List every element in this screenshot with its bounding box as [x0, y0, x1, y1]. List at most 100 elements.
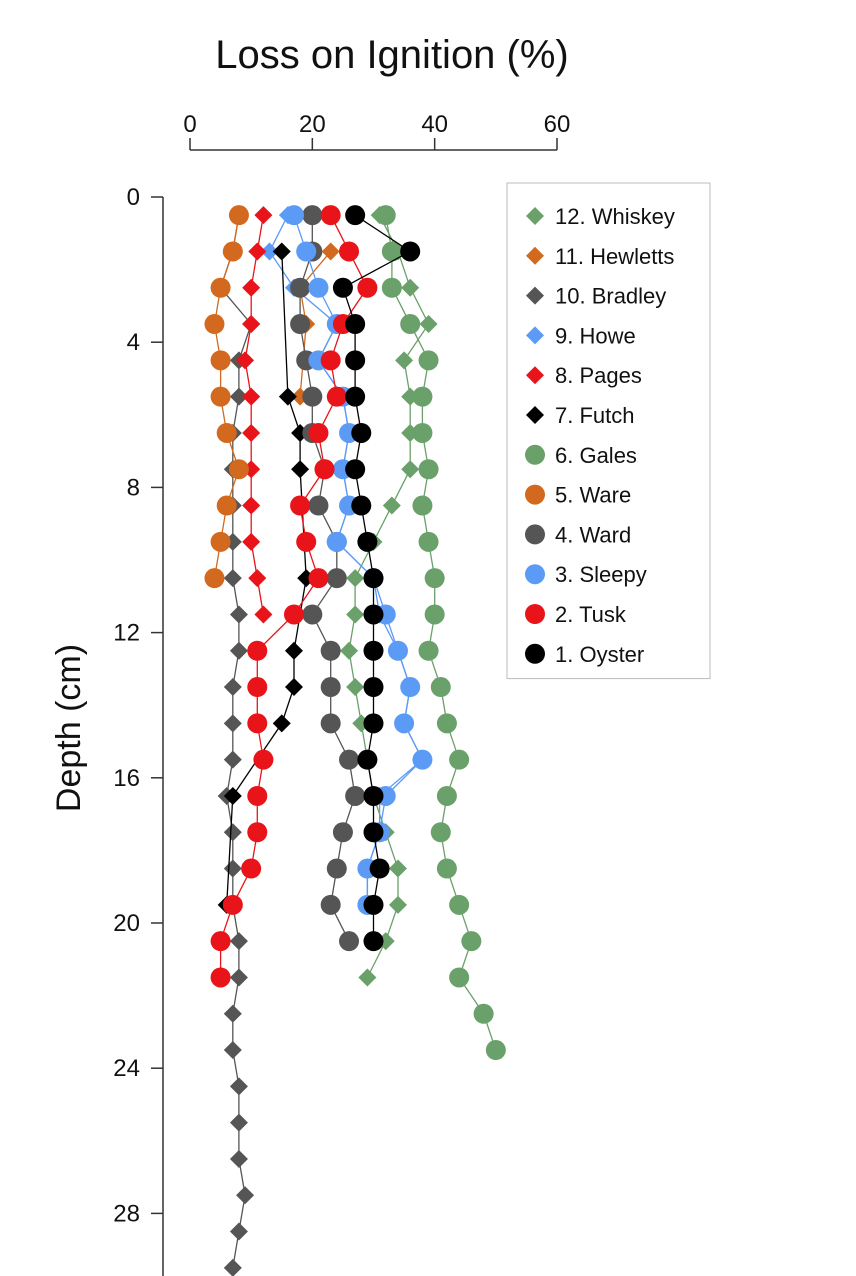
series-line	[348, 214, 430, 978]
data-point	[363, 785, 384, 806]
data-point	[357, 749, 378, 770]
x-tick-label: 20	[299, 111, 326, 138]
data-point	[375, 205, 396, 226]
data-point	[222, 894, 243, 915]
data-point	[412, 495, 433, 516]
legend-entry-label: 9. Howe	[555, 323, 636, 348]
data-point	[223, 750, 242, 769]
data-point	[436, 785, 457, 806]
chart-title: Loss on Ignition (%)	[215, 33, 569, 77]
data-point	[284, 641, 303, 660]
data-point	[363, 568, 384, 589]
data-point	[400, 677, 421, 698]
data-point	[260, 242, 279, 261]
data-point	[363, 640, 384, 661]
legend: 12. Whiskey 11. Hewletts 10. Bradley 9. How…	[506, 182, 711, 680]
data-point	[204, 568, 225, 589]
data-point	[204, 314, 225, 335]
data-point	[229, 1149, 248, 1168]
data-point	[401, 278, 420, 297]
data-point	[290, 495, 311, 516]
data-point	[302, 604, 323, 625]
data-point	[302, 205, 323, 226]
data-point	[308, 495, 329, 516]
data-point	[248, 569, 267, 588]
data-point	[247, 713, 268, 734]
data-point	[247, 640, 268, 661]
legend-entry-label: 1. Oyster	[555, 642, 644, 667]
data-point	[236, 351, 255, 370]
series-line	[385, 215, 497, 1051]
legend-marker	[525, 604, 545, 624]
data-point	[321, 242, 340, 261]
data-point	[223, 1258, 242, 1276]
series-layer	[204, 205, 506, 1276]
data-point	[418, 350, 439, 371]
y-tick-label: 4	[127, 329, 140, 356]
data-point	[290, 277, 311, 298]
data-point	[449, 967, 470, 988]
data-point	[400, 314, 421, 335]
data-point	[223, 714, 242, 733]
data-point	[381, 241, 402, 262]
legend-marker	[526, 366, 544, 385]
data-point	[418, 531, 439, 552]
data-point	[223, 823, 242, 842]
data-point	[229, 641, 248, 660]
data-point	[247, 677, 268, 698]
data-point	[395, 351, 414, 370]
series-group	[236, 206, 273, 624]
legend-entry-label: 8. Pages	[555, 363, 642, 388]
data-point	[358, 968, 377, 987]
data-point	[242, 532, 261, 551]
data-point	[346, 569, 365, 588]
legend-marker	[526, 406, 544, 424]
data-point	[369, 858, 390, 879]
data-point	[345, 785, 366, 806]
data-point	[345, 459, 366, 480]
y-tick-label: 20	[113, 910, 140, 937]
series-group	[204, 205, 249, 589]
series-line	[244, 215, 265, 615]
series-group	[283, 205, 433, 915]
series-group	[332, 205, 421, 952]
data-point	[242, 387, 261, 406]
data-point	[223, 859, 242, 878]
legend-marker	[525, 643, 545, 664]
legend-entry-label: 12. Whiskey	[555, 204, 675, 229]
data-point	[326, 858, 347, 879]
data-point	[388, 859, 407, 878]
legend-box	[506, 182, 711, 680]
data-point	[436, 858, 457, 879]
data-point	[242, 315, 261, 334]
legend-marker	[525, 524, 545, 545]
legend-marker	[525, 444, 545, 465]
data-point	[223, 678, 242, 697]
data-point	[229, 932, 248, 951]
data-point	[229, 387, 248, 406]
data-point	[290, 314, 311, 335]
data-point	[254, 605, 273, 624]
data-point	[326, 568, 347, 589]
x-tick-label: 0	[183, 111, 196, 138]
legend-entry-label: 5. Ware	[555, 483, 631, 508]
y-tick-label: 24	[113, 1055, 140, 1082]
data-point	[473, 1003, 494, 1024]
y-axis-title: Depth (cm)	[50, 644, 88, 812]
y-tick-label: 12	[113, 620, 140, 647]
data-point	[320, 205, 341, 226]
data-point	[345, 205, 366, 226]
data-point	[345, 350, 366, 371]
legend-entry-label: 11. Hewletts	[555, 244, 674, 269]
legend-marker	[526, 286, 544, 305]
data-point	[339, 931, 360, 952]
data-point	[229, 1077, 248, 1096]
data-point	[418, 459, 439, 480]
data-point	[210, 386, 231, 407]
data-point	[210, 350, 231, 371]
data-point	[272, 714, 291, 733]
data-point	[242, 278, 261, 297]
data-point	[308, 277, 329, 298]
y-tick-label: 28	[113, 1200, 140, 1227]
